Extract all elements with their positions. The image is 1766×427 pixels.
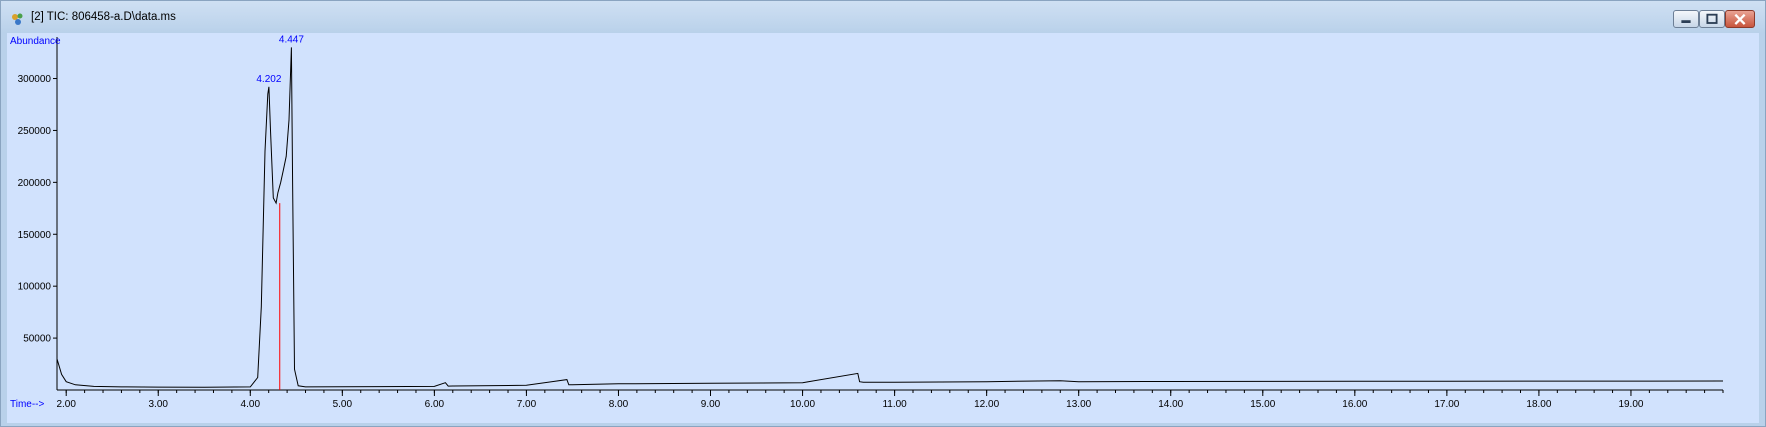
x-tick-label: 7.00 bbox=[517, 399, 537, 410]
x-tick-label: 6.00 bbox=[425, 399, 445, 410]
y-tick-label: 300000 bbox=[18, 74, 52, 85]
x-tick-label: 14.00 bbox=[1158, 399, 1183, 410]
restore-icon bbox=[1706, 13, 1718, 24]
y-tick-label: 200000 bbox=[18, 178, 52, 189]
window-title: [2] TIC: 806458-a.D\data.ms bbox=[31, 11, 176, 23]
y-tick-label: 150000 bbox=[18, 230, 52, 241]
close-icon bbox=[1734, 13, 1746, 25]
x-tick-label: 2.00 bbox=[56, 399, 76, 410]
x-tick-label: 13.00 bbox=[1066, 399, 1091, 410]
right-edge-panel bbox=[1740, 33, 1759, 423]
x-tick-label: 4.00 bbox=[241, 399, 261, 410]
restore-button[interactable] bbox=[1699, 10, 1725, 28]
x-tick-label: 16.00 bbox=[1342, 399, 1367, 410]
x-tick-label: 19.00 bbox=[1618, 399, 1643, 410]
minimize-button[interactable] bbox=[1673, 10, 1699, 28]
x-tick-label: 12.00 bbox=[974, 399, 999, 410]
x-tick-label: 15.00 bbox=[1250, 399, 1275, 410]
x-tick-label: 10.00 bbox=[790, 399, 815, 410]
peak-label: 4.447 bbox=[279, 34, 304, 45]
x-axis-label: Time--> bbox=[10, 399, 45, 410]
minimize-icon bbox=[1681, 20, 1691, 23]
x-tick-label: 8.00 bbox=[609, 399, 629, 410]
x-tick-label: 5.00 bbox=[333, 399, 353, 410]
x-tick-label: 17.00 bbox=[1434, 399, 1459, 410]
x-tick-label: 18.00 bbox=[1526, 399, 1551, 410]
close-button[interactable] bbox=[1725, 10, 1755, 28]
window-titlebar[interactable]: [2] TIC: 806458-a.D\data.ms bbox=[1, 1, 1765, 33]
x-tick-label: 3.00 bbox=[149, 399, 169, 410]
tic-chromatogram-chart: 2.00 3.00 4.00 5.00 6.00 7.00 8.00 9.00 10.00 11.… bbox=[10, 34, 1724, 410]
chromatogram-plot-area[interactable]: 2.00 3.00 4.00 5.00 6.00 7.00 8.00 9.00 10.00 11.… bbox=[7, 33, 1759, 423]
peak-label: 4.202 bbox=[256, 74, 281, 85]
x-tick-label: 11.00 bbox=[882, 399, 907, 410]
tic-trace-line bbox=[56, 47, 1724, 388]
x-tick-label: 9.00 bbox=[701, 399, 721, 410]
y-tick-label: 100000 bbox=[18, 282, 52, 293]
y-tick-label: 50000 bbox=[23, 334, 51, 345]
y-axis-label: Abundance bbox=[10, 36, 61, 47]
y-tick-label: 250000 bbox=[18, 126, 52, 137]
chromatogram-app-icon bbox=[12, 13, 23, 25]
